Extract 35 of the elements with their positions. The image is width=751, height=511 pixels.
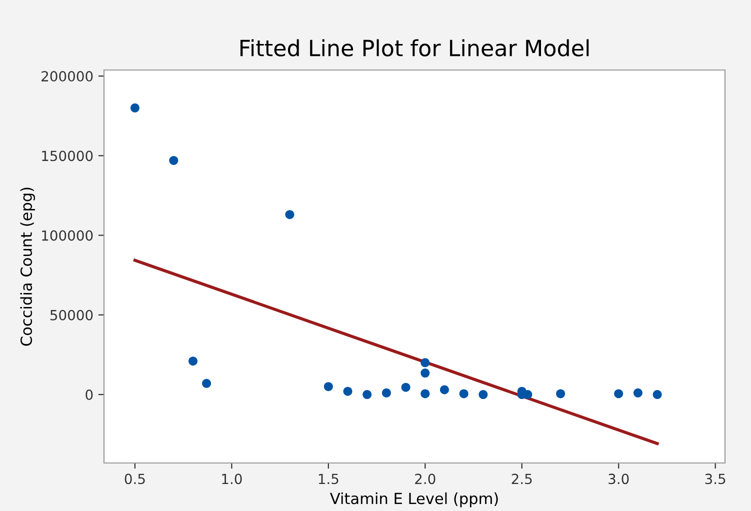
- y-tick-label: 100000: [42, 230, 93, 241]
- point: [420, 358, 430, 368]
- point: [324, 382, 333, 392]
- point: [556, 389, 566, 398]
- chart-title: Fitted Line Plot for Linear Model: [240, 39, 589, 56]
- point: [169, 156, 178, 165]
- x-tick-label: 1.0: [222, 474, 242, 484]
- point: [633, 388, 642, 398]
- point: [652, 390, 662, 400]
- x-tick-label: 3.0: [608, 474, 629, 484]
- point: [459, 389, 468, 398]
- x-tick-label: 2.5: [512, 474, 532, 484]
- point: [440, 385, 449, 394]
- point: [382, 388, 391, 398]
- point: [401, 382, 410, 392]
- y-tick-label: 0: [86, 389, 93, 400]
- point: [420, 389, 430, 398]
- y-tick-label: 50000: [50, 310, 93, 320]
- point: [614, 389, 624, 398]
- point: [478, 390, 488, 400]
- point: [202, 378, 212, 388]
- point: [130, 103, 140, 112]
- point: [420, 368, 430, 378]
- point: [343, 386, 352, 396]
- x-tick-label: 2.0: [415, 474, 436, 484]
- point: [362, 390, 372, 400]
- x-tick-label: 0.5: [124, 474, 145, 484]
- y-tick-label: 200000: [42, 71, 93, 82]
- y-tick-label: 150000: [42, 150, 93, 162]
- point: [285, 210, 294, 220]
- x-axis-title: Vitamin E Level (ppm): [330, 492, 498, 508]
- point: [188, 356, 198, 366]
- x-tick-label: 1.5: [318, 474, 338, 484]
- y-axis-title: Coccidia Count (epg): [20, 188, 36, 346]
- x-tick-label: 3.5: [705, 474, 726, 484]
